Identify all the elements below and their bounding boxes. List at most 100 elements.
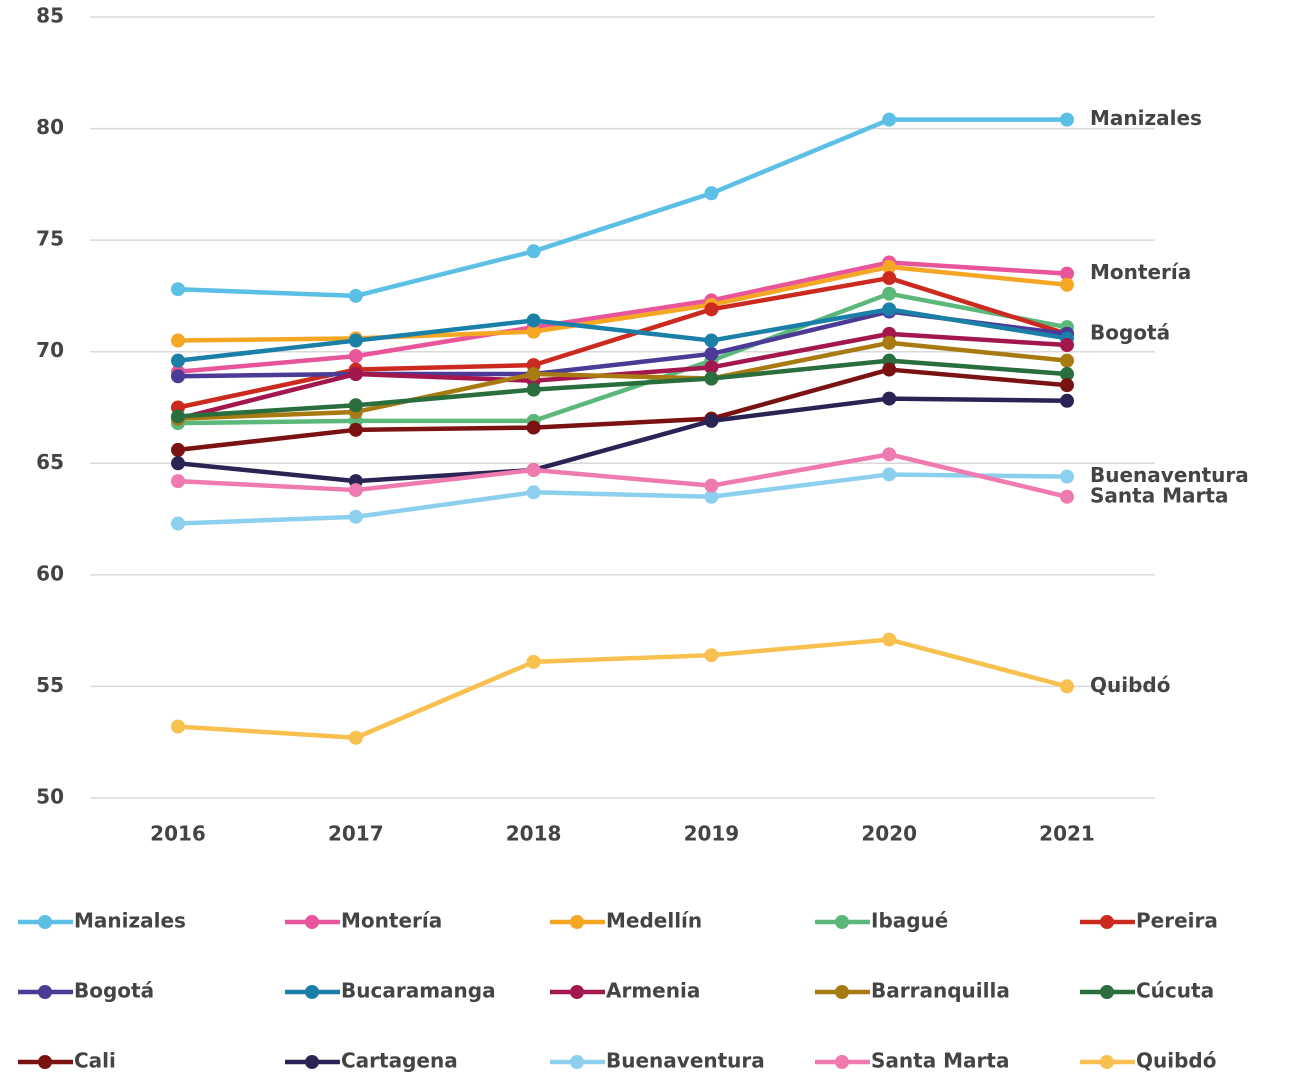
data-point bbox=[1060, 679, 1074, 694]
data-point bbox=[171, 369, 185, 384]
end-label: Buenaventura bbox=[1090, 463, 1249, 487]
data-point bbox=[526, 462, 541, 477]
legend-label: Montería bbox=[341, 909, 442, 933]
data-point bbox=[171, 442, 185, 457]
data-point bbox=[882, 335, 897, 350]
data-point bbox=[1060, 378, 1074, 393]
data-point bbox=[171, 474, 185, 489]
series-line bbox=[177, 275, 1068, 410]
data-point bbox=[882, 302, 897, 317]
legend-label: Santa Marta bbox=[871, 1049, 1009, 1072]
data-point bbox=[704, 346, 719, 361]
data-point bbox=[526, 244, 541, 259]
x-tick-label: 2018 bbox=[506, 822, 562, 846]
series-line bbox=[177, 291, 1068, 426]
data-point bbox=[704, 371, 719, 386]
data-point bbox=[704, 413, 719, 428]
data-point bbox=[171, 409, 185, 424]
y-tick-label: 50 bbox=[36, 785, 64, 809]
data-point bbox=[526, 420, 541, 435]
series-line bbox=[177, 264, 1068, 343]
legend-marker bbox=[1100, 915, 1114, 929]
data-point bbox=[348, 422, 363, 437]
data-point bbox=[171, 516, 185, 531]
end-label: Quibdó bbox=[1090, 673, 1170, 697]
legend-label: Buenaventura bbox=[606, 1049, 765, 1072]
series-line bbox=[177, 637, 1068, 741]
legend-label: Quibdó bbox=[1136, 1049, 1216, 1072]
legend-marker bbox=[38, 1055, 52, 1069]
data-point bbox=[348, 349, 363, 364]
data-point bbox=[704, 478, 719, 493]
data-point bbox=[348, 483, 363, 498]
legend-marker bbox=[1100, 1055, 1114, 1069]
data-point bbox=[1060, 338, 1074, 353]
x-tick-label: 2020 bbox=[861, 822, 917, 846]
x-tick-label: 2021 bbox=[1039, 822, 1095, 846]
data-point bbox=[704, 186, 719, 201]
data-point bbox=[171, 282, 185, 297]
data-point bbox=[171, 719, 185, 734]
data-point bbox=[526, 485, 541, 500]
data-point bbox=[882, 632, 897, 647]
legend-label: Ibagué bbox=[871, 909, 948, 933]
data-point bbox=[348, 288, 363, 303]
data-point bbox=[704, 648, 719, 663]
legend-label: Manizales bbox=[74, 909, 186, 933]
y-tick-label: 85 bbox=[36, 4, 64, 28]
end-label: Montería bbox=[1090, 260, 1191, 284]
legend-marker bbox=[835, 985, 849, 999]
legend-marker bbox=[835, 915, 849, 929]
series-line bbox=[177, 358, 1068, 419]
data-point bbox=[526, 324, 541, 339]
series-line bbox=[177, 307, 1068, 363]
legend-marker bbox=[570, 985, 584, 999]
legend-label: Cúcuta bbox=[1136, 979, 1214, 1003]
y-tick-label: 75 bbox=[36, 227, 64, 251]
data-point bbox=[1060, 353, 1074, 368]
legend-label: Cali bbox=[74, 1049, 116, 1072]
data-point bbox=[882, 259, 897, 274]
series-line bbox=[177, 117, 1067, 299]
end-label: Manizales bbox=[1090, 106, 1202, 130]
x-tick-label: 2016 bbox=[150, 822, 206, 846]
y-tick-label: 55 bbox=[36, 673, 64, 697]
y-tick-label: 70 bbox=[36, 338, 64, 362]
data-point bbox=[526, 382, 541, 397]
data-point bbox=[526, 313, 541, 328]
legend-label: Pereira bbox=[1136, 909, 1218, 933]
data-point bbox=[171, 456, 185, 471]
legend-marker bbox=[305, 1055, 319, 1069]
data-point bbox=[704, 302, 719, 317]
legend-marker bbox=[570, 1055, 584, 1069]
data-point bbox=[1060, 266, 1074, 281]
data-point bbox=[704, 360, 719, 375]
end-label: Bogotá bbox=[1090, 320, 1170, 344]
data-point bbox=[882, 271, 897, 286]
data-point bbox=[348, 367, 363, 382]
legend-label: Bucaramanga bbox=[341, 979, 496, 1003]
series-line bbox=[177, 452, 1068, 499]
data-point bbox=[704, 333, 719, 348]
data-point bbox=[348, 398, 363, 413]
legend-label: Medellín bbox=[606, 909, 702, 933]
series-line bbox=[177, 340, 1068, 421]
series-line bbox=[177, 396, 1068, 484]
series-line bbox=[177, 260, 1068, 375]
data-point bbox=[882, 467, 897, 482]
legend-marker bbox=[570, 915, 584, 929]
legend-label: Barranquilla bbox=[871, 979, 1010, 1003]
legend-label: Armenia bbox=[606, 979, 700, 1003]
data-point bbox=[882, 447, 897, 462]
legend-marker bbox=[305, 985, 319, 999]
data-point bbox=[882, 112, 897, 127]
series-line bbox=[177, 472, 1068, 526]
legend-label: Bogotá bbox=[74, 979, 154, 1003]
data-point bbox=[882, 391, 897, 406]
end-label: Santa Marta bbox=[1090, 483, 1228, 507]
data-point bbox=[882, 362, 897, 377]
data-point bbox=[171, 333, 185, 348]
y-tick-label: 65 bbox=[36, 450, 64, 474]
legend-label: Cartagena bbox=[341, 1049, 458, 1072]
